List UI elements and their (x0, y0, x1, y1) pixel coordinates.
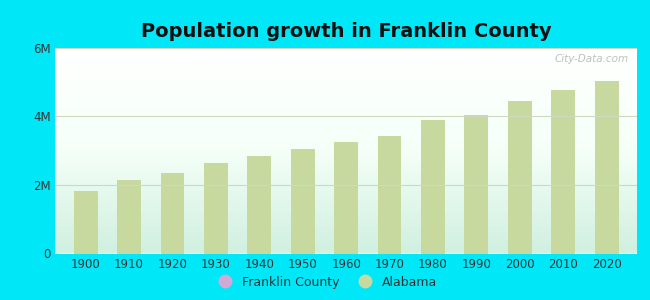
Bar (595, 81, 619, 254)
Text: City-Data.com: City-Data.com (554, 54, 629, 64)
Bar (291, 148, 315, 254)
Bar (421, 120, 445, 253)
Bar (73, 191, 98, 254)
Bar (117, 180, 141, 254)
Bar (204, 163, 227, 254)
Bar (508, 101, 532, 254)
Bar (161, 173, 185, 254)
Title: Population growth in Franklin County: Population growth in Franklin County (141, 22, 551, 41)
Bar (378, 136, 402, 254)
Legend: Franklin County, Alabama: Franklin County, Alabama (207, 271, 443, 294)
Bar (334, 142, 358, 254)
Bar (465, 115, 488, 254)
Bar (551, 90, 575, 254)
Bar (248, 157, 271, 254)
